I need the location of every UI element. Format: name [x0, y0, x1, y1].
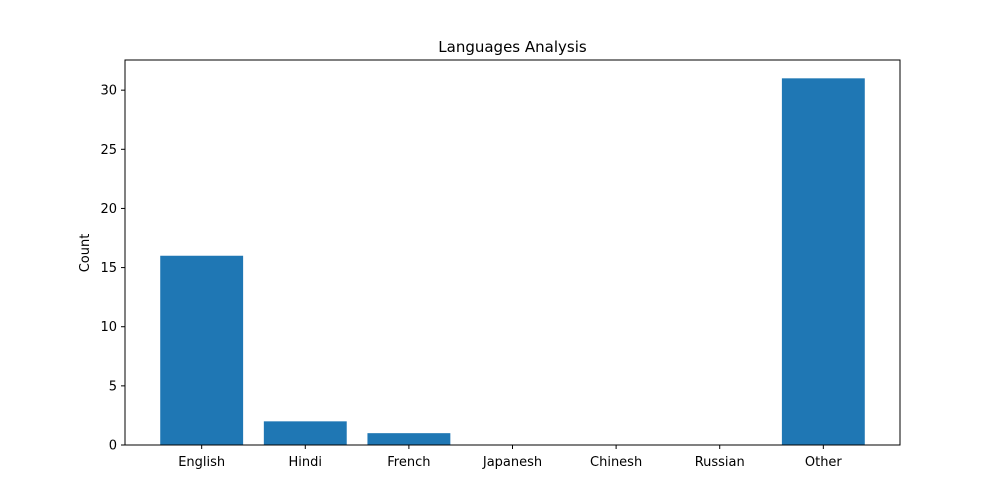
y-tick-label: 15: [100, 261, 117, 276]
x-tick-label-chinesh: Chinesh: [590, 455, 642, 470]
y-tick-label: 10: [100, 320, 117, 335]
y-tick-label: 30: [100, 84, 117, 99]
bar-french: [367, 433, 451, 445]
y-tick-label: 5: [109, 379, 117, 394]
bar-english: [160, 255, 244, 445]
x-axis-ticks: English Hindi French Japanesh Chinesh Russian…: [178, 445, 842, 470]
y-axis-label: Count: [78, 234, 93, 273]
y-axis-ticks: 0 5 10 15 20 25 30: [100, 84, 125, 454]
x-tick-label-french: French: [387, 455, 430, 470]
y-tick-label: 0: [109, 439, 117, 454]
x-tick-label-hindi: Hindi: [289, 455, 323, 470]
chart-title: Languages Analysis: [438, 38, 587, 56]
x-tick-label-japanesh: Japanesh: [482, 455, 542, 470]
x-tick-label-english: English: [178, 455, 225, 470]
bar-other: [781, 78, 865, 445]
plot-area-frame: [124, 59, 901, 446]
bars-group: [160, 78, 865, 445]
x-tick-label-other: Other: [805, 455, 843, 470]
y-tick-label: 20: [100, 202, 117, 217]
bar-hindi: [263, 421, 347, 445]
y-tick-label: 25: [100, 143, 117, 158]
x-tick-label-russian: Russian: [695, 455, 745, 470]
